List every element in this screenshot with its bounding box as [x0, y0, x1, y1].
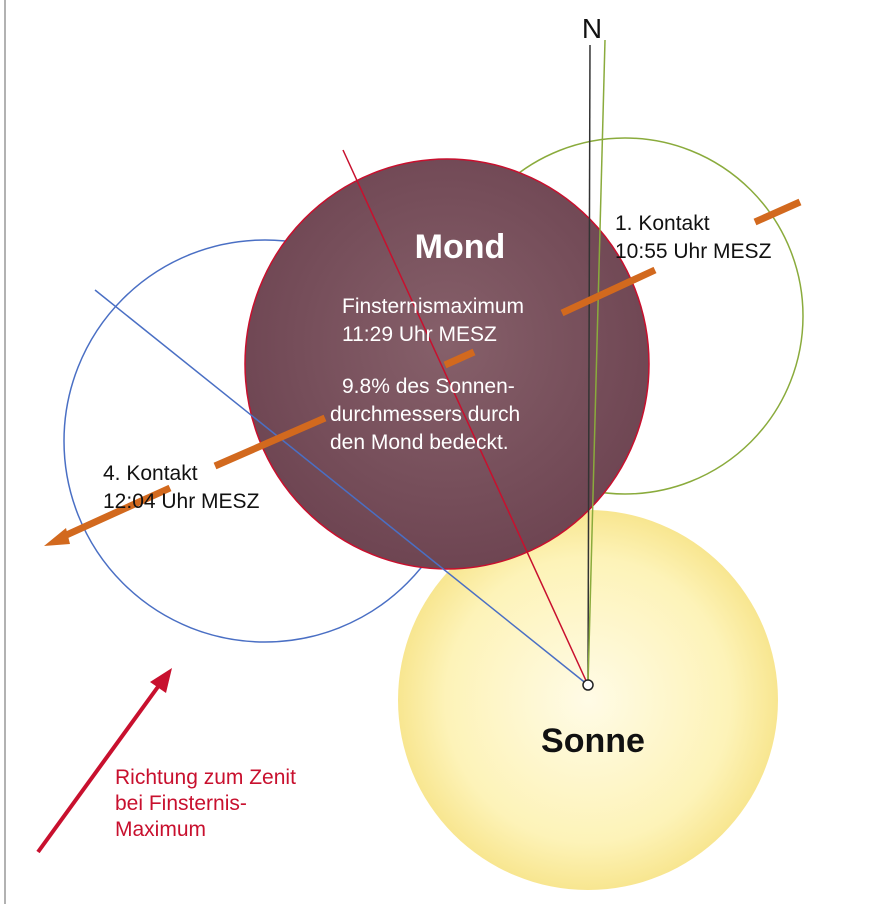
- coverage-text: 9.8% des Sonnen-: [342, 375, 515, 398]
- sun-center: [582, 679, 594, 691]
- fourth-contact-time: 12:04 Uhr MESZ: [103, 490, 260, 513]
- first-contact-line: [587, 39, 606, 686]
- first-contact-time: 10:55 Uhr MESZ: [615, 240, 772, 263]
- coverage-text: durchmessers durch: [330, 403, 520, 426]
- zenith-arrow: [36, 682, 162, 854]
- fourth-contact-line: [94, 289, 589, 686]
- zenith-arrowhead: [150, 668, 172, 693]
- fourth-contact-label: 4. Kontakt: [103, 462, 198, 485]
- sun-disk: [398, 510, 778, 890]
- first-contact-label: 1. Kontakt: [615, 212, 710, 235]
- zenith-text: Maximum: [115, 818, 206, 841]
- north-line: [587, 44, 591, 686]
- zenith-text: bei Finsternis-: [115, 792, 247, 815]
- maximum-text: 11:29 Uhr MESZ: [342, 323, 497, 346]
- sun-label: Sonne: [541, 722, 645, 760]
- north-label: N: [582, 13, 602, 44]
- maximum-line: [342, 149, 589, 686]
- zenith-text: Richtung zum Zenit: [115, 766, 296, 789]
- moon-path: [60, 198, 802, 541]
- maximum-text: Finsternismaximum: [342, 295, 524, 318]
- coverage-text: den Mond bedeckt.: [330, 431, 509, 454]
- moon-label: Mond: [415, 228, 506, 266]
- moon-path-arrowhead: [44, 528, 70, 546]
